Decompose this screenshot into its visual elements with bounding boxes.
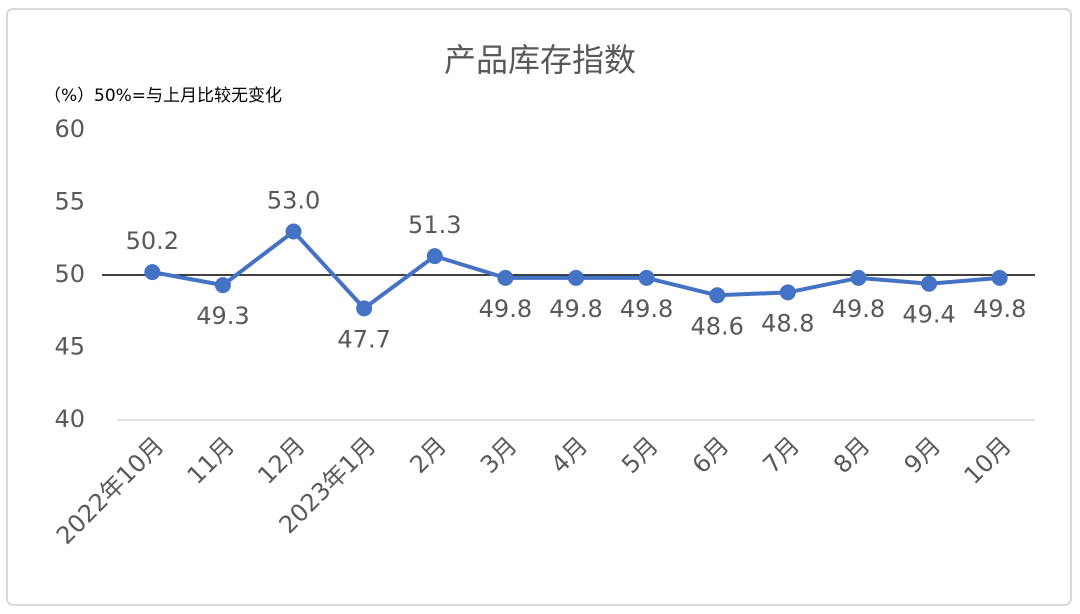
data-label: 48.8 [761,309,814,337]
marker [497,269,514,286]
marker [991,269,1008,286]
data-label: 49.8 [832,295,885,323]
data-label: 53.0 [267,187,320,215]
marker [568,269,584,286]
data-label: 48.6 [691,312,744,340]
y-tick-label: 40 [54,405,85,433]
data-label: 49.8 [973,295,1026,323]
marker [638,269,655,286]
marker [285,223,302,240]
data-label: 49.8 [479,295,532,323]
marker [144,264,161,281]
y-tick-label: 55 [54,188,85,216]
y-tick-label: 50 [54,260,85,288]
marker [921,275,938,292]
marker [426,248,443,265]
marker [709,287,726,304]
data-label: 51.3 [408,211,461,239]
marker [779,284,796,301]
data-label: 47.7 [337,325,390,353]
chart-border [6,8,1072,606]
marker [850,269,867,286]
y-unit: （%） [44,86,94,106]
chart-title: 产品库存指数 [444,41,636,79]
data-label: 50.2 [126,227,179,255]
y-tick-label: 60 [54,115,85,143]
marker [356,300,373,317]
data-label: 49.4 [902,301,955,329]
y-tick-label: 45 [54,333,85,361]
data-label: 49.3 [196,302,249,330]
marker [214,277,231,294]
data-label: 49.8 [549,295,602,323]
annotation: 50%=与上月比较无变化 [94,86,282,106]
data-label: 49.8 [620,295,673,323]
